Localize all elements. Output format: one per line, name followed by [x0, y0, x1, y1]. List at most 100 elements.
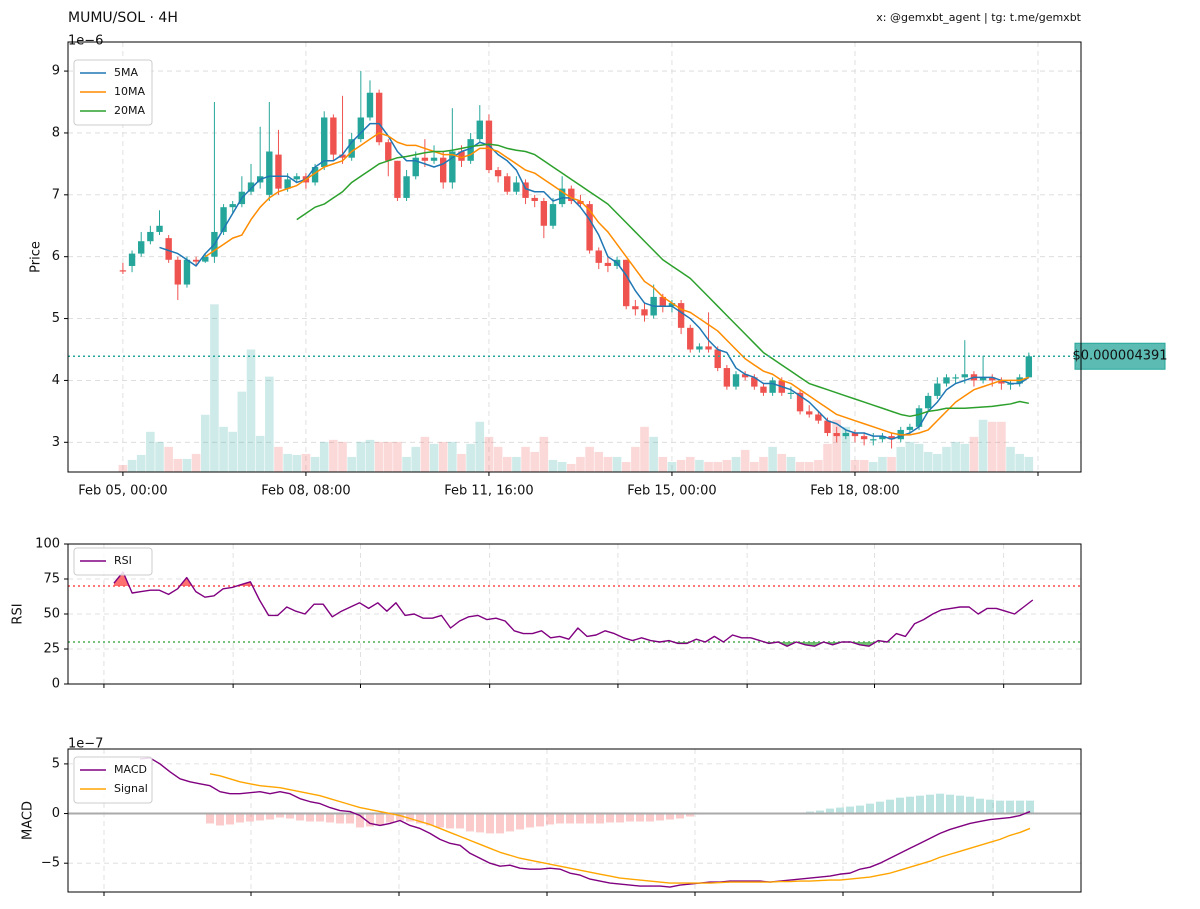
- candle-body: [851, 433, 859, 437]
- x-tick-label: Feb 18, 08:00: [810, 484, 899, 499]
- histogram-bar: [376, 813, 384, 826]
- histogram-bar: [906, 796, 914, 814]
- volume-bar: [237, 391, 247, 472]
- volume-bar: [1015, 453, 1024, 472]
- volume-bar: [933, 453, 942, 472]
- candle-body: [568, 188, 575, 202]
- histogram-bar: [976, 798, 984, 814]
- chart-title: MUMU/SOL · 4H: [68, 10, 178, 26]
- candle-body: [467, 139, 474, 161]
- histogram-bar: [896, 797, 904, 814]
- y-tick-label: 3: [52, 435, 60, 450]
- candle-body: [705, 346, 712, 350]
- volume-bar: [265, 376, 274, 472]
- candle-body: [293, 176, 300, 180]
- volume-bar: [512, 456, 521, 472]
- volume-bar: [768, 446, 777, 472]
- candle-body: [357, 117, 365, 140]
- volume-bar: [576, 456, 585, 472]
- volume-bar: [960, 443, 970, 472]
- plot-frame: [67, 41, 1082, 473]
- candle-body: [375, 92, 383, 143]
- legend-label: 10MA: [114, 85, 145, 98]
- volume-bar: [722, 459, 732, 472]
- y-tick-label: 25: [43, 642, 60, 657]
- candle-body: [604, 262, 612, 266]
- candle-body: [687, 327, 694, 350]
- candle-body: [796, 392, 804, 412]
- volume-bar: [191, 453, 201, 472]
- volume-bar: [859, 459, 869, 472]
- plot-frame: [67, 543, 1082, 685]
- histogram-bar: [546, 813, 554, 825]
- candle-body: [842, 433, 850, 437]
- candle-body: [787, 392, 795, 395]
- candle-body: [741, 374, 749, 378]
- histogram-bar: [846, 806, 854, 814]
- candle-body: [934, 383, 941, 396]
- y-axis-label: MACD: [21, 801, 36, 840]
- y-tick-label: 9: [52, 64, 60, 79]
- candle-body: [998, 380, 1005, 384]
- candle-body: [266, 151, 273, 195]
- volume-bar: [631, 446, 640, 472]
- volume-bar: [868, 461, 878, 472]
- volume-bar: [475, 421, 485, 472]
- candle-body: [412, 157, 419, 177]
- volume-bar: [566, 463, 576, 472]
- histogram-bar: [656, 813, 664, 821]
- histogram-bar: [306, 813, 314, 822]
- volume-bar: [429, 443, 439, 472]
- volume-bar: [493, 446, 503, 472]
- volume-bar: [951, 441, 960, 472]
- volume-bar: [383, 441, 393, 472]
- candle-body: [961, 374, 968, 378]
- x-tick-label: Feb 11, 16:00: [444, 484, 533, 499]
- x-tick-label: Feb 05, 00:00: [78, 484, 167, 499]
- candle-body: [824, 420, 831, 434]
- y-tick-label: 5: [52, 311, 60, 326]
- candle-body: [659, 296, 667, 307]
- candle-body: [595, 250, 602, 263]
- histogram-bar: [286, 813, 294, 819]
- histogram-bar: [276, 813, 284, 818]
- line-5ma: [159, 122, 1030, 440]
- candle-body: [284, 179, 291, 189]
- histogram-bar: [236, 813, 244, 823]
- candle-body: [229, 204, 236, 208]
- histogram-bar: [256, 813, 264, 821]
- volume-bar: [704, 461, 713, 472]
- candle-body: [156, 225, 163, 232]
- line-signal: [209, 773, 1031, 884]
- histogram-bar: [466, 813, 474, 832]
- histogram-bar: [296, 813, 304, 821]
- candle-body: [751, 377, 758, 387]
- volume-bar: [420, 436, 430, 472]
- volume-bar: [585, 446, 594, 472]
- volume-bar: [448, 441, 457, 472]
- volume-bar: [356, 441, 366, 472]
- candle-body: [147, 231, 154, 242]
- candle-body: [458, 151, 465, 161]
- volume-bar: [850, 459, 860, 472]
- candle-body: [476, 120, 483, 140]
- histogram-bar: [916, 795, 924, 814]
- candle-body: [439, 157, 447, 183]
- candle-body: [549, 204, 557, 226]
- histogram-bar: [876, 801, 884, 814]
- histogram-bar: [836, 807, 844, 814]
- candle-body: [421, 157, 429, 161]
- volume-bar: [750, 461, 759, 472]
- candle-body: [860, 436, 868, 440]
- y-tick-label: 0: [52, 677, 60, 692]
- histogram-bar: [346, 813, 354, 824]
- histogram-bar: [526, 813, 534, 828]
- histogram-bar: [556, 813, 564, 824]
- volume-bar: [118, 464, 128, 472]
- legend-box: [73, 547, 153, 576]
- candle-body: [366, 92, 374, 118]
- histogram-bar: [456, 813, 464, 829]
- histogram-bar: [396, 813, 404, 821]
- candle-body: [668, 303, 676, 307]
- volume-bar: [640, 426, 649, 472]
